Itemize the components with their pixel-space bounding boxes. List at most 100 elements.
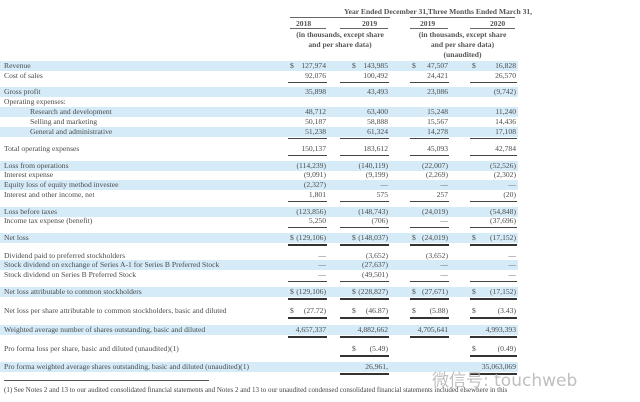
cell-value: (17,152) [490, 287, 516, 296]
table-row: Stock dividend on exchange of Series A-1… [0, 260, 518, 270]
cell-value: 51,238 [305, 127, 326, 136]
year-2019: 2019 [362, 19, 378, 28]
cell-value: (123,856) [296, 207, 326, 216]
cell-value: — [440, 180, 448, 189]
cell-value: — [440, 270, 448, 279]
underline [470, 200, 517, 202]
cell-value: (27,671) [422, 287, 448, 296]
cell-value: (37,696) [490, 216, 516, 225]
units-note: (in thousands, except share [296, 30, 384, 39]
cell-value: — [318, 270, 326, 279]
cell-value: 45,093 [427, 144, 448, 153]
dollar-sign: $ [412, 233, 416, 242]
underline [340, 137, 389, 139]
underline [288, 226, 327, 228]
row-label: Cost of sales [4, 71, 43, 80]
cell-value: (9,199) [365, 170, 388, 179]
footnote: (1) See Notes 2 and 13 to our audited co… [4, 386, 508, 394]
double-underline [410, 317, 449, 319]
cell-value: (20) [503, 190, 516, 199]
cell-value: (129,106) [296, 233, 326, 242]
underline [288, 280, 327, 282]
cell-value: (3,652) [365, 251, 388, 260]
cell-value: (5.49) [369, 344, 388, 353]
row-label: Interest and other income, net [4, 190, 95, 199]
table-row: Equity loss of equity method investee (2,… [0, 180, 518, 190]
row-label: Net loss [4, 233, 29, 242]
cell-value: 63,400 [367, 107, 388, 116]
cell-value: 183,612 [363, 144, 388, 153]
header-rule [410, 28, 448, 29]
double-underline [410, 336, 449, 338]
cell-value: (228,827) [358, 287, 388, 296]
dollar-sign: $ [472, 233, 476, 242]
row-label: Loss before taxes [4, 207, 58, 216]
table-row: Dividend paid to preferred stockholders —… [0, 251, 518, 261]
dollar-sign: $ [290, 233, 294, 242]
cell-value: 4,993,393 [485, 325, 516, 334]
cell-value: (706) [371, 216, 388, 225]
table-row: Net loss $ (129,106) $ (148,037) $ (24,019) $ (1… [0, 233, 518, 246]
cell-value: (2,302) [493, 170, 516, 179]
underline [470, 154, 517, 156]
underline [288, 81, 327, 83]
footnote-rule [4, 380, 209, 381]
cell-value: 23,086 [427, 87, 448, 96]
cell-value: 24,421 [427, 71, 448, 80]
three-months-header: Three Months Ended March 31, [427, 7, 533, 16]
cell-value: (3,652) [425, 251, 448, 260]
row-label: Selling and marketing [30, 117, 98, 126]
cell-value: 15,567 [427, 117, 448, 126]
underline [340, 81, 389, 83]
cell-value: (148,743) [358, 207, 388, 216]
cell-value: (54,848) [490, 207, 516, 216]
double-underline [340, 336, 389, 338]
table-row: Net loss per share attributable to commo… [0, 306, 518, 319]
cell-value: — [440, 260, 448, 269]
dollar-sign: $ [352, 306, 356, 315]
cell-value: (148,037) [358, 233, 388, 242]
underline [410, 226, 449, 228]
cell-value: (3.43) [497, 306, 516, 315]
underline [410, 154, 449, 156]
double-underline [410, 244, 449, 246]
dollar-sign: $ [352, 233, 356, 242]
double-underline [470, 244, 517, 246]
cell-value: (9,742) [493, 87, 516, 96]
dollar-sign: $ [290, 306, 294, 315]
row-label: Loss from operations [4, 161, 69, 170]
dollar-sign: $ [412, 287, 416, 296]
table-row: Pro forma loss per share, basic and dilu… [0, 344, 518, 357]
row-label: General and administrative [30, 127, 113, 136]
table-row: Selling and marketing 50,187 58,888 15,567 1… [0, 117, 518, 127]
cell-value: (49,501) [362, 270, 388, 279]
cell-value: (27.72) [303, 306, 326, 315]
cell-value: (27,637) [362, 260, 388, 269]
table-row: Loss from operations (114,239) (140,119) (2… [0, 161, 518, 171]
double-underline [288, 244, 327, 246]
cell-value: 127,974 [301, 61, 326, 70]
cell-value: — [508, 251, 516, 260]
row-label: Stock dividend on exchange of Series A-1… [4, 260, 220, 269]
cell-value: (129,106) [296, 287, 326, 296]
cell-value: 150,137 [301, 144, 326, 153]
header-rule [290, 17, 390, 18]
cell-value: — [508, 260, 516, 269]
underline [340, 280, 389, 282]
cell-value: (5.88) [429, 306, 448, 315]
units-note: (in thousands, except share [418, 30, 507, 39]
double-underline [470, 355, 517, 357]
row-label: Research and development [30, 107, 112, 116]
underline [470, 280, 517, 282]
cell-value: (2,269) [425, 170, 448, 179]
cell-value: 11,240 [495, 107, 516, 116]
table-row: Loss before taxes (123,856) (148,743) (24,0… [0, 207, 518, 217]
cell-value: (9,091) [303, 170, 326, 179]
header-rule [290, 28, 326, 29]
watermark: 微信号: touchweb [432, 371, 578, 391]
row-label: Dividend paid to preferred stockholders [4, 251, 126, 260]
table-row: Research and development 48,712 63,400 15,2… [0, 107, 518, 117]
dollar-sign: $ [352, 61, 356, 70]
cell-value: 26,570 [495, 71, 516, 80]
cell-value: 4,705,641 [417, 325, 448, 334]
